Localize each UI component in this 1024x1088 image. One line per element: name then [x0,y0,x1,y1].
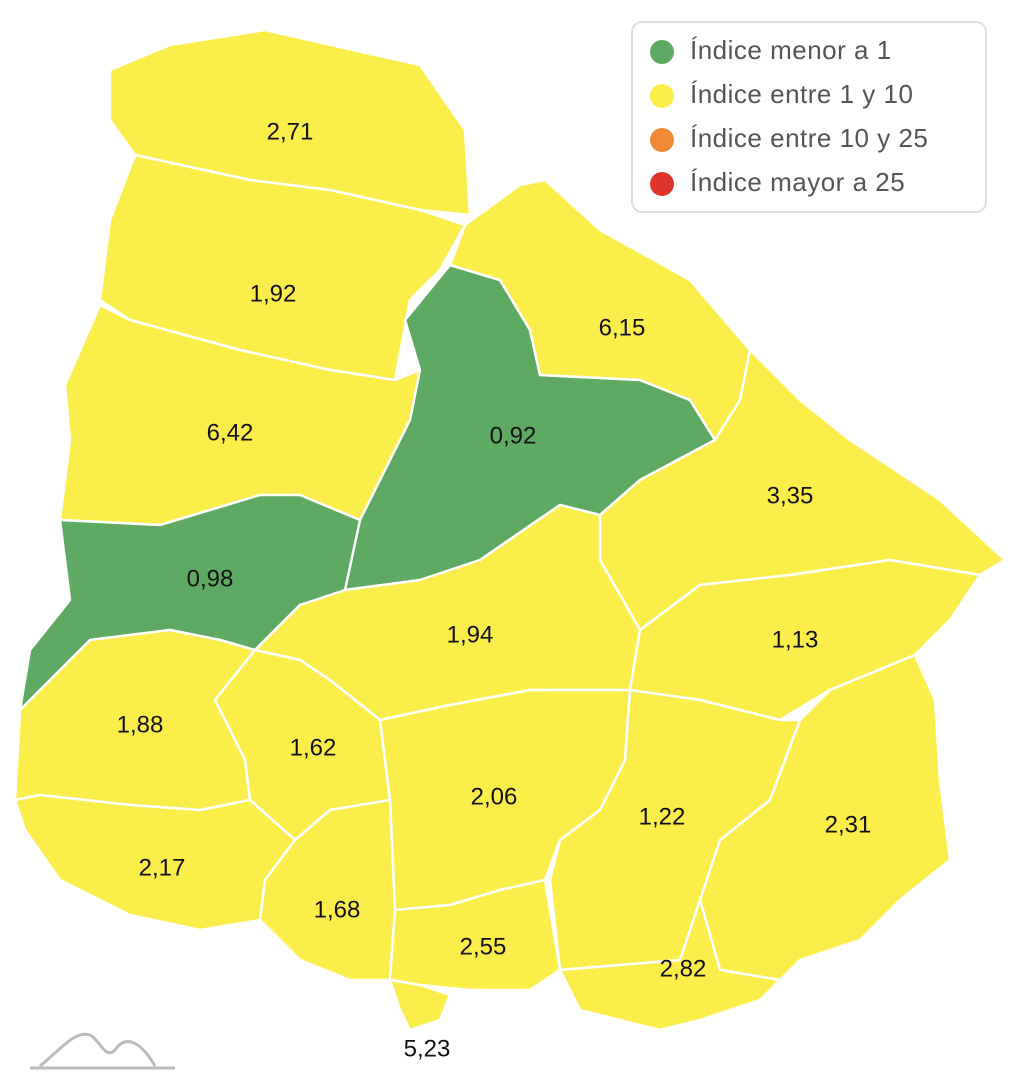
legend-label: Índice entre 10 y 25 [690,123,928,153]
department [98,153,467,382]
region-value: 1,68 [314,896,361,923]
region-value: 3,35 [767,482,814,509]
legend-swatch [650,172,674,196]
legend-box [631,21,987,213]
region-value: 1,62 [290,734,337,761]
legend-swatch [650,128,674,152]
region-value: 6,15 [599,314,646,341]
legend-swatch [650,84,674,108]
region-value: 1,88 [117,711,164,738]
department [698,653,952,982]
legend-label: Índice entre 1 y 10 [690,79,913,109]
region-value: 2,06 [471,783,518,810]
region-value: 2,71 [267,118,314,145]
legend-swatch [650,40,674,64]
region-value: 2,31 [825,811,872,838]
department [558,898,782,1032]
region-value: 1,22 [639,803,686,830]
department [258,798,397,982]
region-value: 2,17 [139,854,186,881]
region-value: 2,82 [660,955,707,982]
region-value: 1,13 [772,626,819,653]
department [388,978,452,1032]
region-value: 5,23 [404,1035,451,1062]
region-value: 1,94 [447,621,494,648]
legend-label: Índice mayor a 25 [690,167,905,197]
region-value: 0,92 [490,422,537,449]
region-value: 6,42 [207,419,254,446]
region-value: 0,98 [187,565,234,592]
region-value: 2,55 [460,933,507,960]
logo [30,1032,175,1070]
region-value: 1,92 [250,280,297,307]
legend-label: Índice menor a 1 [690,35,892,65]
